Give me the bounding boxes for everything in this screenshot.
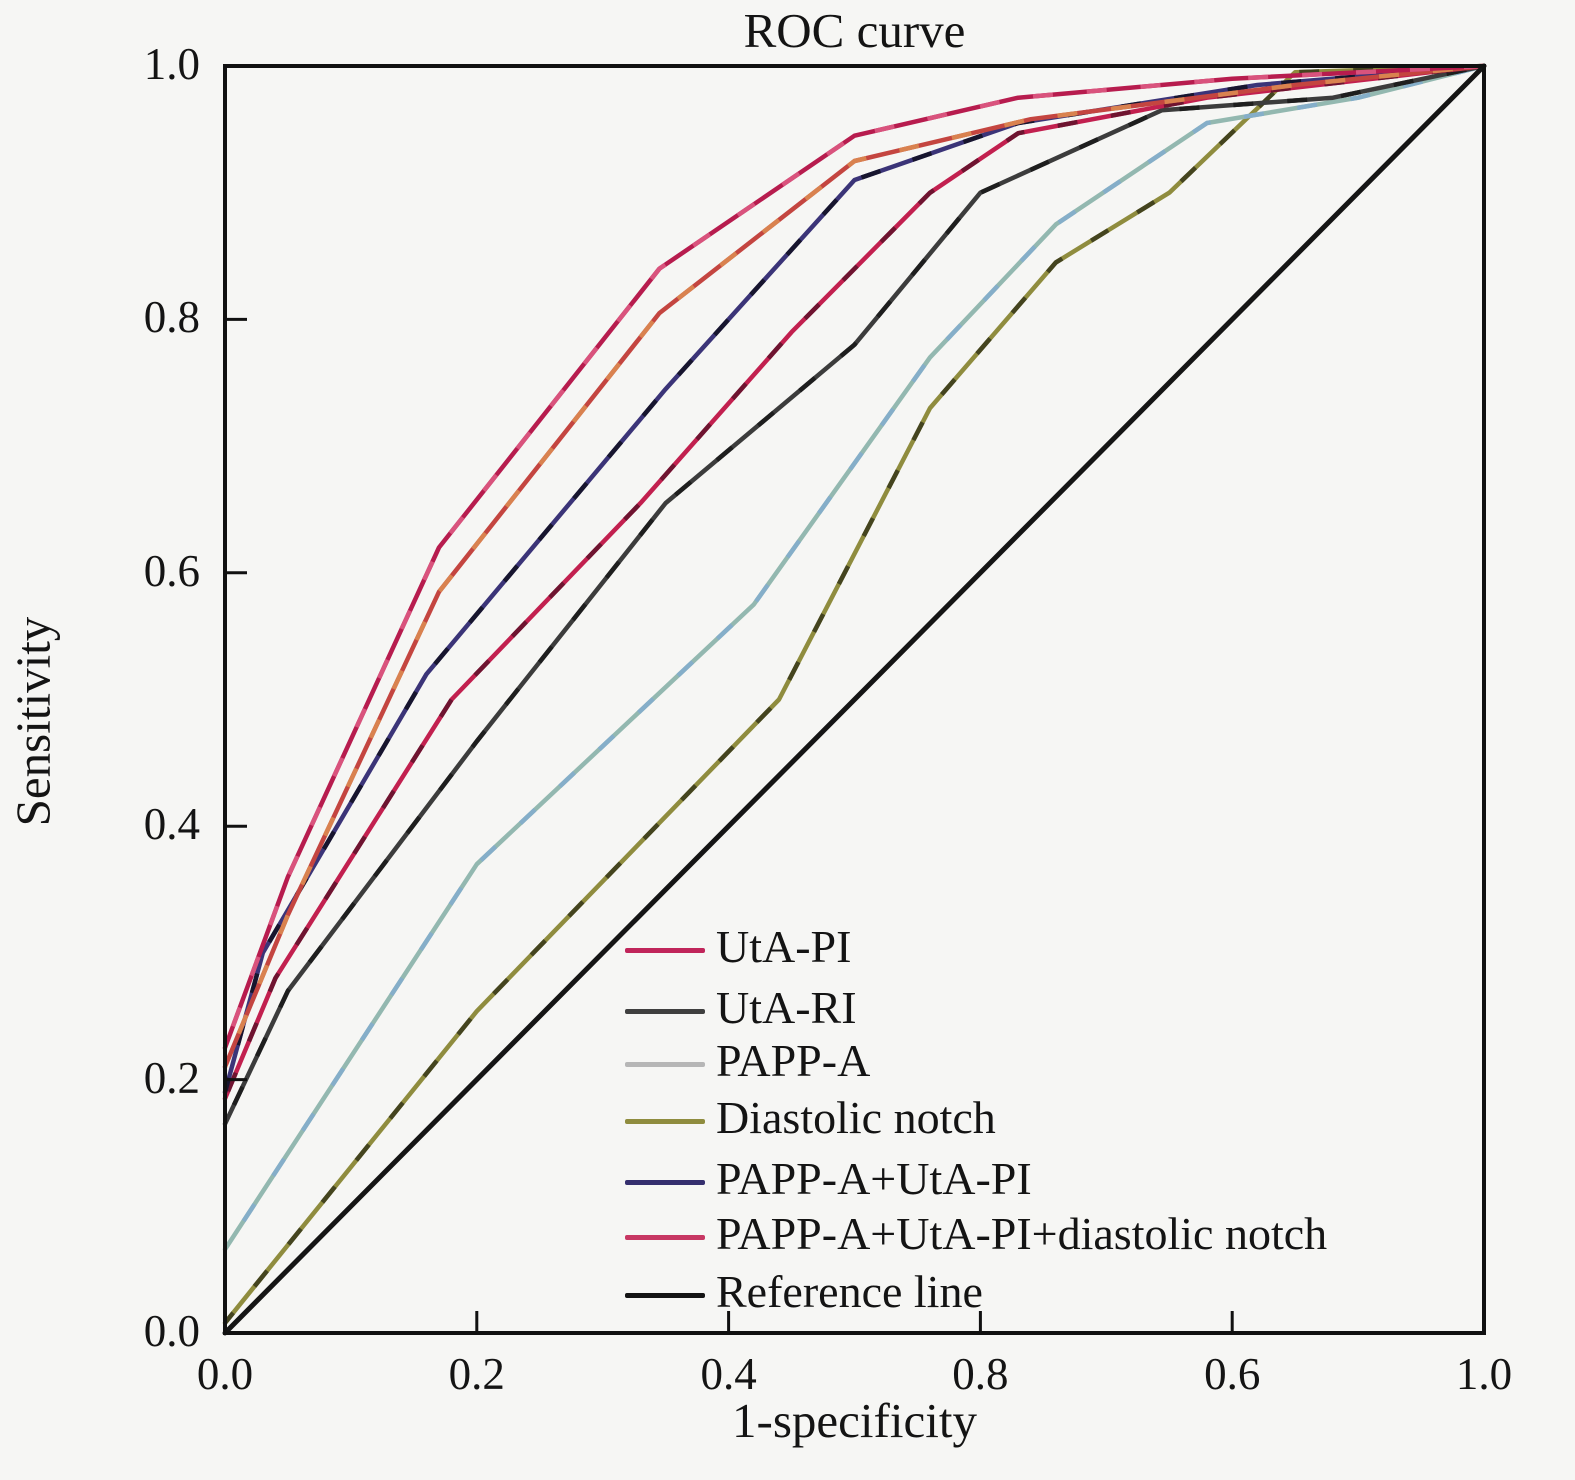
y-tick-label: 1.0: [143, 39, 200, 89]
roc-curve-reference-line: [222, 63, 1487, 1336]
legend-swatch-reference-line: [625, 1293, 705, 1298]
plot-border: [223, 64, 1486, 1335]
legend-swatch-papp-a: [625, 1062, 705, 1067]
roc-curve-uta-pi-dash-overlay: [222, 63, 1485, 1100]
y-axis-title: Sensitivity: [5, 616, 61, 827]
roc-curve-papp-a-dash-overlay: [223, 63, 1485, 1251]
curves-layer: [222, 63, 1487, 1336]
roc-curve-unlabeled-companion-curve-overlaps-top-curve: [222, 63, 1487, 1070]
x-tick-label: 1.0: [1455, 1349, 1513, 1399]
y-tick-label: 0.4: [143, 799, 200, 850]
plot-frame: [223, 64, 1486, 1335]
roc-curve-unlabeled-companion-curve-overlaps-top-curve-dash-overlay: [222, 63, 1485, 1068]
chart-title: ROC curve: [743, 3, 966, 58]
legend-label-reference-line: Reference line: [716, 1266, 983, 1317]
legend-swatch-papp-a-uta-pi-diastolic-notch: [625, 1235, 705, 1240]
roc-curve-uta-ri-dash-overlay: [222, 63, 1485, 1125]
legend-label-papp-a-uta-pi-diastolic-notch: PAPP-A+UtA-PI+diastolic notch: [716, 1208, 1328, 1259]
y-tick-label: 0.2: [143, 1052, 200, 1103]
legend-swatch-diastolic-notch: [625, 1119, 705, 1124]
legend-label-papp-a-uta-pi: PAPP-A+UtA-PI: [716, 1153, 1032, 1204]
y-tick-label: 0.0: [143, 1306, 200, 1356]
axis-ticks: [223, 64, 1486, 1335]
roc-curve-diastolic-notch: [222, 63, 1487, 1326]
x-tick-label: 0.4: [700, 1349, 757, 1399]
x-tick-label: 0.6: [1204, 1349, 1261, 1399]
x-tick-label: 0.8: [952, 1349, 1009, 1399]
legend-label-uta-pi: UtA-PI: [716, 921, 852, 972]
x-axis-title: 1-specificity: [732, 1393, 977, 1448]
y-tick-label: 0.8: [143, 292, 200, 343]
legend-label-diastolic-notch: Diastolic notch: [716, 1092, 996, 1143]
roc-curve-uta-ri: [222, 63, 1487, 1127]
roc-curve-papp-a-uta-pi: [222, 63, 1487, 1095]
x-tick-label: 0.2: [448, 1349, 505, 1399]
roc-curve-papp-a-uta-pi-diastolic-notch-dash-overlay: [222, 63, 1485, 1049]
legend-swatch-uta-ri: [625, 1009, 705, 1014]
roc-curve-uta-pi: [222, 63, 1487, 1101]
y-tick-label: 0.6: [143, 545, 200, 596]
legend-label-uta-ri: UtA-RI: [716, 982, 857, 1033]
x-tick-label: 0.0: [196, 1349, 254, 1399]
legend-swatch-papp-a-uta-pi: [625, 1180, 705, 1185]
roc-curve-papp-a-uta-pi-dash-overlay: [222, 63, 1485, 1093]
legend-label-papp-a: PAPP-A: [716, 1035, 871, 1086]
legend-swatch-uta-pi: [625, 948, 705, 953]
